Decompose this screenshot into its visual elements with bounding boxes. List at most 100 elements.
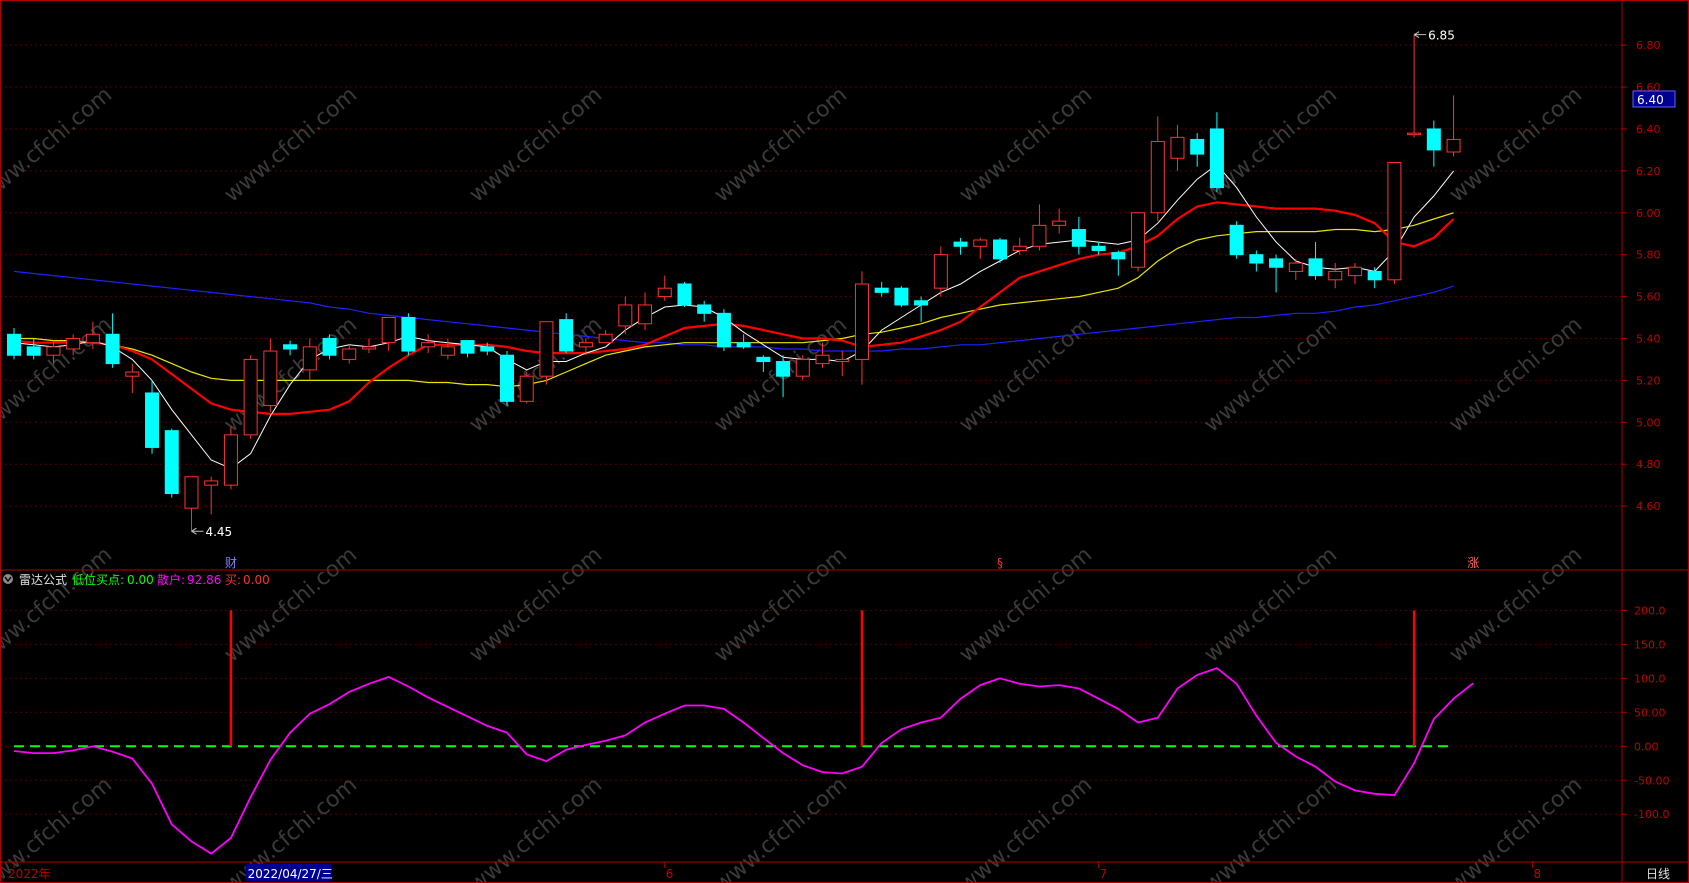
candle-body-up [66, 337, 81, 350]
candle-body-down [164, 430, 179, 495]
candle-body-up [854, 283, 869, 360]
watermark-text: www.cfchi.com [1445, 82, 1587, 207]
candle-body-up [440, 346, 455, 356]
candle-body-down [716, 312, 731, 348]
main-panel-grid [0, 44, 1622, 507]
candle-body-down [736, 342, 751, 348]
candle-body-up [1150, 141, 1165, 214]
candle-body-up [598, 333, 613, 344]
candle-body-up [204, 480, 219, 486]
candle-body-down [480, 346, 495, 352]
candle-body-up [618, 304, 633, 327]
last-price-label: 6.40 [1637, 93, 1664, 107]
legend-buy-value: 0.00 [243, 573, 270, 587]
candle-body-up [1170, 136, 1185, 159]
candle-body-down [1249, 254, 1264, 264]
candle-body-up [46, 346, 61, 356]
indicator-tick-label: 100.0 [1634, 672, 1666, 685]
event-marker: 涨 [1467, 555, 1479, 570]
high-price-label: 6.85 [1428, 29, 1455, 43]
indicator-tick-label: 150.0 [1634, 638, 1666, 651]
indicator-tick-label: 50.00 [1634, 706, 1666, 719]
price-tick-label: 5.40 [1636, 332, 1661, 345]
candle-body-up [973, 239, 988, 247]
collapse-icon[interactable] [3, 574, 13, 584]
watermark-text: www.cfchi.com [465, 772, 607, 883]
price-tick-label: 6.80 [1636, 39, 1661, 52]
candle-body-up [302, 346, 317, 371]
price-tick-label: 5.00 [1636, 416, 1661, 429]
price-tick-label: 4.60 [1636, 500, 1661, 513]
price-tick-label: 4.80 [1636, 458, 1661, 471]
watermark-text: www.cfchi.com [710, 772, 852, 883]
candle-body-up [1407, 132, 1422, 136]
candle-body-down [460, 340, 475, 354]
price-tick-label: 5.20 [1636, 374, 1661, 387]
watermark-text: www.cfchi.com [1200, 312, 1342, 437]
candle-body-up [1032, 224, 1047, 247]
candle-body-down [1269, 258, 1284, 268]
event-marker: § [997, 556, 1003, 570]
date-label: 2022/04/27/三 [248, 867, 333, 881]
candle-body-up [1012, 245, 1027, 251]
candle-body-up [638, 304, 653, 325]
legend-retail-value: 92.86 [187, 573, 221, 587]
period-label[interactable]: 日线 [1646, 867, 1670, 881]
indicator-legend[interactable]: 雷达公式 低位买点: 0.00 散户: 92.86 买: 0.00 [3, 572, 270, 587]
candle-body-up [184, 476, 199, 509]
date-axis: 2022年 2022/04/27/三 6 7 8 [8, 862, 1541, 881]
date-label: 8 [1533, 867, 1541, 881]
watermark-text: www.cfchi.com [955, 312, 1097, 437]
candle-body-up [243, 358, 258, 436]
candle-body-up [835, 358, 850, 363]
indicator-tick-label: -100.0 [1634, 808, 1669, 821]
candle-body-up [1446, 138, 1461, 153]
retail-line [13, 667, 1474, 855]
candle-body-down [500, 354, 514, 402]
candle-body-down [7, 333, 21, 356]
candlestick-series[interactable] [7, 34, 1461, 532]
low-price-label: 4.45 [205, 525, 232, 539]
candle-body-down [697, 304, 712, 314]
candle-body-up [795, 358, 810, 377]
candle-body-down [1190, 138, 1205, 155]
watermark-layer: www.cfchi.com www.cfchi.com www.cfchi.com w… [0, 82, 1587, 883]
legend-low-buy-label: 低位买点: [72, 572, 124, 587]
candle-body-up [421, 342, 436, 348]
watermark-text: www.cfchi.com [1445, 312, 1587, 437]
candle-body-up [1052, 220, 1067, 226]
indicator-lines [13, 610, 1474, 855]
candle-body-up [1131, 212, 1146, 268]
price-axis: 6.806.606.406.206.005.805.605.405.205.00… [1622, 39, 1661, 513]
candle-body-down [322, 337, 337, 356]
watermark-text: www.cfchi.com [710, 82, 852, 207]
indicator-tick-label: 200.0 [1634, 604, 1666, 617]
candle-body-down [1367, 270, 1382, 281]
watermark-text: www.cfchi.com [1200, 772, 1342, 883]
candle-body-down [1308, 258, 1323, 277]
watermark-text: www.cfchi.com [1200, 542, 1342, 667]
price-tick-label: 6.20 [1636, 165, 1661, 178]
candle-body-up [815, 354, 830, 365]
watermark-text: www.cfchi.com [0, 542, 117, 667]
price-tick-label: 5.60 [1636, 291, 1661, 304]
candle-body-down [283, 344, 298, 350]
candle-body-down [1229, 224, 1244, 256]
candle-body-down [914, 300, 929, 306]
watermark-text: www.cfchi.com [220, 542, 362, 667]
candle-body-up [85, 333, 100, 344]
candle-body-down [776, 361, 791, 377]
candle-body-down [1426, 128, 1441, 151]
candle-body-down [677, 283, 692, 306]
candle-body-down [953, 241, 968, 247]
price-tick-label: 6.00 [1636, 207, 1661, 220]
date-label: 2022年 [8, 867, 51, 881]
last-price-marker: 6.40 [1632, 90, 1676, 108]
legend-buy-label: 买: [225, 573, 241, 587]
watermark-text: www.cfchi.com [220, 312, 362, 437]
watermark-text: www.cfchi.com [220, 82, 362, 207]
candle-body-up [539, 321, 554, 377]
candle-body-down [874, 287, 889, 293]
candle-body-up [223, 434, 238, 486]
